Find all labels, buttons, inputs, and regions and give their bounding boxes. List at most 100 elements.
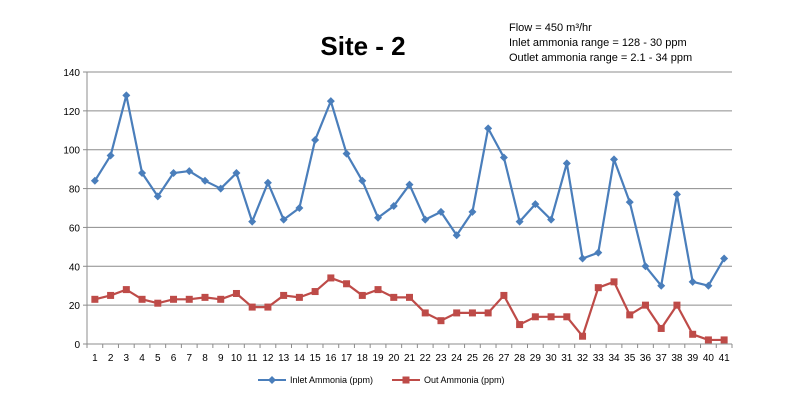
- data-point-inlet: [515, 217, 524, 226]
- x-tick-label: 10: [231, 353, 243, 364]
- data-point-inlet: [468, 207, 477, 216]
- x-tick-label: 8: [202, 353, 208, 364]
- inlet-range-annotation: Inlet ammonia range = 128 - 30 ppm: [509, 37, 687, 49]
- data-point-out: [673, 301, 681, 309]
- x-tick-label: 30: [546, 353, 558, 364]
- y-axis-tick-labels: 0 20 40 60 80 100 120 140: [63, 68, 80, 351]
- series-line-out: [94, 276, 725, 342]
- data-point-out: [500, 291, 508, 299]
- x-tick-label: 35: [624, 353, 636, 364]
- x-axis-tick-labels: 1 2 3 4 5 6 7 8 9 10 11 12 13 14 15 16 17 18 19 20 21 22 23 24 2…: [92, 353, 730, 364]
- data-point-out: [516, 321, 524, 329]
- x-tick-label: 16: [325, 353, 337, 364]
- data-point-inlet: [641, 262, 650, 271]
- y-tick-label: 120: [63, 107, 80, 118]
- data-point-inlet: [672, 190, 681, 199]
- x-tick-label: 3: [124, 353, 130, 364]
- data-point-inlet: [688, 277, 697, 286]
- data-point-out: [295, 293, 303, 301]
- x-tick-label: 28: [514, 353, 526, 364]
- x-tick-label: 17: [341, 353, 353, 364]
- data-point-out: [107, 291, 115, 299]
- data-point-inlet: [720, 254, 729, 263]
- x-tick-label: 9: [218, 353, 224, 364]
- data-point-inlet: [594, 248, 603, 257]
- legend-inlet-marker: [268, 376, 276, 384]
- data-point-inlet: [106, 151, 115, 160]
- legend-item-inlet: Inlet Ammonia (ppm): [258, 375, 373, 385]
- y-tick-label: 100: [63, 146, 80, 157]
- x-tick-label: 15: [310, 353, 322, 364]
- data-point-inlet: [484, 124, 493, 133]
- x-tick-label: 22: [420, 353, 432, 364]
- x-tick-label: 23: [435, 353, 447, 364]
- data-point-out: [484, 309, 492, 317]
- data-point-inlet: [216, 184, 225, 193]
- x-tick-label: 14: [294, 353, 306, 364]
- data-point-inlet: [436, 207, 445, 216]
- data-point-inlet: [295, 204, 304, 212]
- data-point-inlet: [625, 198, 634, 207]
- data-point-inlet: [547, 215, 556, 224]
- gridlines: [83, 71, 733, 348]
- x-tick-label: 38: [671, 353, 683, 364]
- data-point-out: [421, 309, 429, 317]
- data-point-out: [563, 313, 571, 321]
- data-point-out: [122, 286, 130, 294]
- y-tick-label: 20: [69, 301, 81, 312]
- x-tick-label: 5: [155, 353, 161, 364]
- x-tick-label: 18: [357, 353, 369, 364]
- series-line-inlet: [93, 94, 726, 287]
- data-point-inlet: [326, 97, 335, 106]
- series-out: [91, 274, 728, 344]
- x-tick-label: 37: [656, 353, 668, 364]
- plot-series: [90, 91, 729, 344]
- data-point-inlet: [531, 200, 540, 209]
- x-tick-label: 25: [467, 353, 479, 364]
- data-point-out: [280, 291, 288, 299]
- x-tick-label: 41: [719, 353, 731, 364]
- data-point-out: [358, 291, 366, 299]
- x-tick-label: 36: [640, 353, 652, 364]
- data-point-out: [185, 295, 193, 303]
- data-point-inlet: [263, 178, 272, 187]
- data-point-out: [374, 286, 382, 294]
- data-point-out: [138, 295, 146, 303]
- data-point-inlet: [562, 159, 571, 168]
- data-point-out: [626, 311, 634, 319]
- data-point-inlet: [279, 215, 288, 224]
- x-tick-label: 20: [388, 353, 400, 364]
- data-point-out: [547, 313, 555, 321]
- y-tick-label: 60: [69, 223, 81, 234]
- data-point-inlet: [122, 91, 131, 100]
- data-point-out: [311, 288, 319, 296]
- data-point-out: [641, 301, 649, 309]
- data-point-out: [579, 332, 587, 340]
- data-point-out: [594, 284, 602, 292]
- data-point-inlet: [169, 169, 178, 178]
- data-point-inlet: [248, 217, 257, 226]
- x-tick-label: 27: [498, 353, 510, 364]
- data-point-out: [327, 274, 335, 282]
- x-tick-label: 34: [608, 353, 620, 364]
- data-point-out: [343, 280, 351, 288]
- y-tick-label: 0: [74, 340, 80, 351]
- legend-inlet-label: Inlet Ammonia (ppm): [290, 375, 373, 385]
- data-point-out: [264, 303, 272, 311]
- data-point-inlet: [657, 281, 666, 290]
- data-point-inlet: [421, 215, 430, 224]
- data-point-inlet: [389, 202, 398, 211]
- data-point-out: [437, 317, 445, 325]
- data-point-out: [406, 293, 413, 301]
- data-point-inlet: [358, 176, 367, 185]
- y-tick-label: 40: [69, 262, 81, 273]
- x-tick-label: 19: [372, 353, 384, 364]
- data-point-inlet: [610, 155, 619, 164]
- data-point-inlet: [704, 281, 713, 290]
- x-tick-label: 4: [139, 353, 145, 364]
- data-point-inlet: [185, 167, 194, 176]
- data-point-out: [657, 324, 665, 332]
- legend-out-marker: [402, 376, 410, 384]
- x-tick-label: 24: [451, 353, 463, 364]
- data-point-out: [217, 295, 225, 303]
